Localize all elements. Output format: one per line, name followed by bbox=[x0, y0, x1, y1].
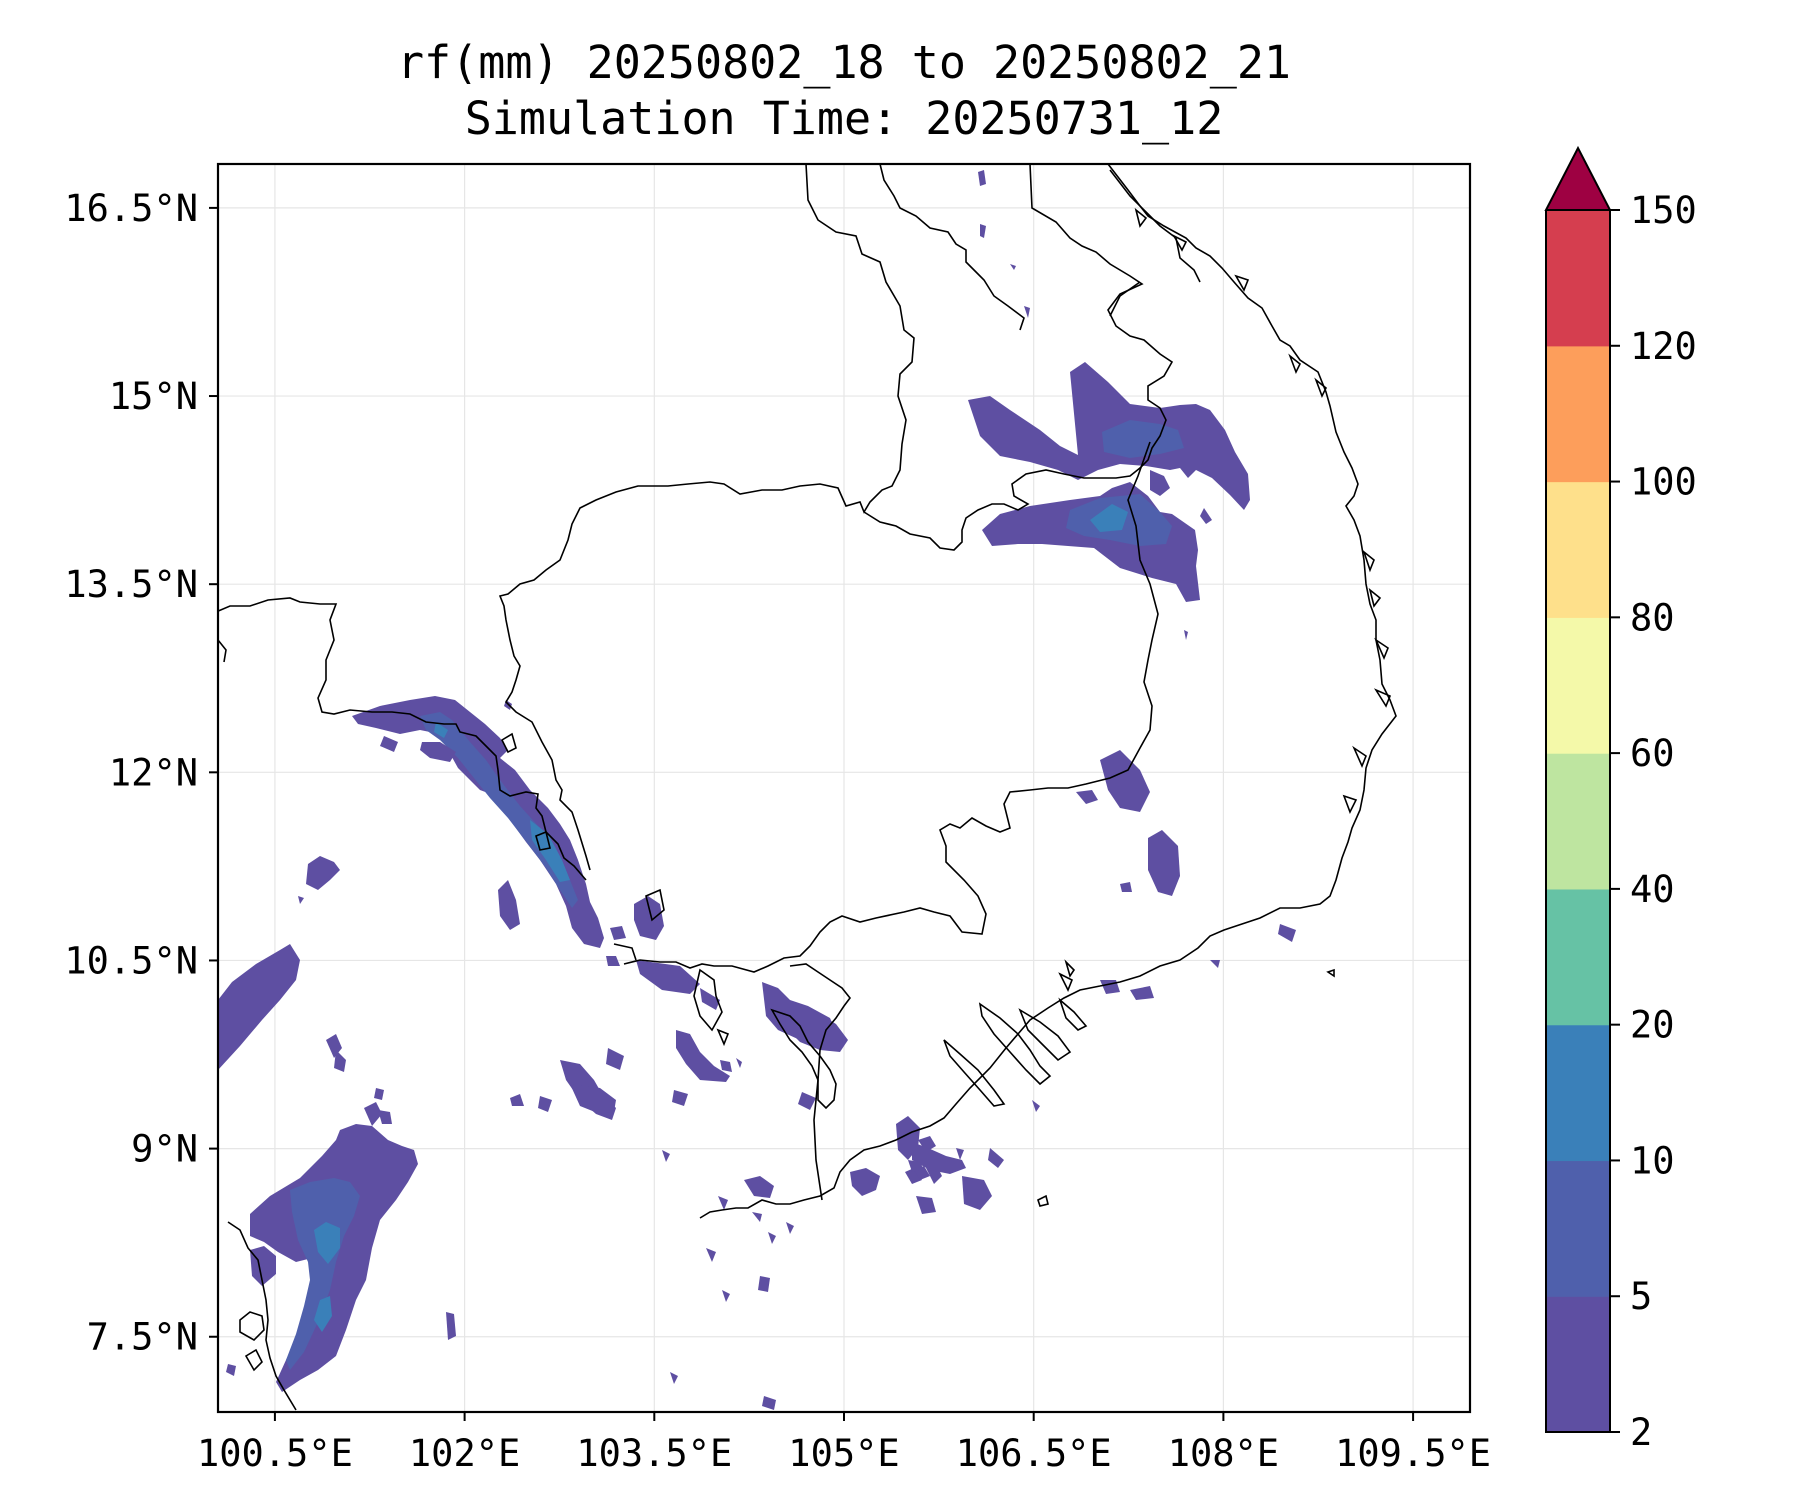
colorbar-frame bbox=[1545, 210, 1611, 1433]
y-tick-label: 9°N bbox=[131, 1128, 198, 1171]
colorbar-tick-label: 60 bbox=[1630, 732, 1675, 775]
vietnam-laos-border bbox=[1109, 169, 1201, 283]
colorbar-segment bbox=[1546, 753, 1610, 890]
x-tick-label: 105°E bbox=[788, 1432, 899, 1475]
colorbar-tick-label: 150 bbox=[1630, 189, 1697, 232]
rain-area-mekong-delta bbox=[912, 1142, 966, 1174]
colorbar-segment bbox=[1546, 617, 1610, 754]
rain-area-gulf-coast-peak bbox=[530, 820, 570, 882]
rain-area-gulf-coast bbox=[352, 696, 604, 948]
colorbar-tick-label: 40 bbox=[1630, 868, 1675, 911]
rain-area-gulf-west bbox=[218, 944, 300, 1070]
y-axis-ticks: 16.5°N 15°N 13.5°N 12°N 10.5°N 9°N 7.5°N bbox=[64, 187, 218, 1359]
y-tick-label: 16.5°N bbox=[64, 187, 198, 230]
colorbar-segment bbox=[1546, 1296, 1610, 1433]
colorbar-segment bbox=[1546, 1024, 1610, 1162]
colorbar-tick-label: 80 bbox=[1630, 596, 1675, 639]
rain-area-highland-south-peak bbox=[1090, 504, 1128, 532]
colorbar-segment bbox=[1546, 1160, 1610, 1297]
thailand-cambodia-laos-border bbox=[498, 164, 915, 871]
y-tick-label: 13.5°N bbox=[64, 563, 198, 606]
chart-subtitle: Simulation Time: 20250731_12 bbox=[464, 92, 1224, 145]
x-tick-label: 103.5°E bbox=[576, 1432, 732, 1475]
colorbar-segment bbox=[1546, 888, 1610, 1026]
colorbar-tick-label: 100 bbox=[1630, 461, 1697, 504]
colorbar-extend-arrow bbox=[1544, 145, 1612, 211]
coastlines-and-borders bbox=[218, 164, 1397, 1411]
chart-title: rf(mm) 20250802_18 to 20250802_21 bbox=[396, 36, 1292, 89]
colorbar: 2 5 10 20 40 60 80 100 120 150 bbox=[1544, 145, 1697, 1454]
rainfall-contours bbox=[218, 170, 1296, 1410]
rain-area-highland-north-core bbox=[1102, 420, 1184, 458]
x-tick-label: 106.5°E bbox=[956, 1432, 1112, 1475]
y-tick-label: 10.5°N bbox=[64, 939, 198, 982]
x-tick-label: 108°E bbox=[1168, 1432, 1279, 1475]
x-tick-label: 100.5°E bbox=[197, 1432, 353, 1475]
colorbar-tick-label: 2 bbox=[1630, 1411, 1652, 1454]
rain-area-southwest-peak bbox=[314, 1222, 340, 1264]
colorbar-tick-label: 20 bbox=[1630, 1004, 1675, 1047]
colorbar-tick-label: 120 bbox=[1630, 325, 1697, 368]
colorbar-segment bbox=[1546, 210, 1610, 347]
colorbar-tick-label: 5 bbox=[1630, 1275, 1652, 1318]
y-tick-label: 15°N bbox=[109, 375, 198, 418]
colorbar-segment bbox=[1546, 345, 1610, 483]
map-gridlines bbox=[218, 164, 1470, 1412]
colorbar-tick-label: 10 bbox=[1630, 1139, 1675, 1182]
vietnam-coastline bbox=[1099, 164, 1397, 987]
rain-area-southwest-core bbox=[286, 1178, 360, 1370]
colorbar-segment bbox=[1546, 481, 1610, 618]
x-axis-ticks: 100.5°E 102°E 103.5°E 105°E 106.5°E 108°E 109.… bbox=[197, 1412, 1491, 1475]
x-tick-label: 102°E bbox=[409, 1432, 520, 1475]
y-tick-label: 7.5°N bbox=[87, 1316, 198, 1359]
y-tick-label: 12°N bbox=[109, 751, 198, 794]
x-tick-label: 109.5°E bbox=[1335, 1432, 1491, 1475]
